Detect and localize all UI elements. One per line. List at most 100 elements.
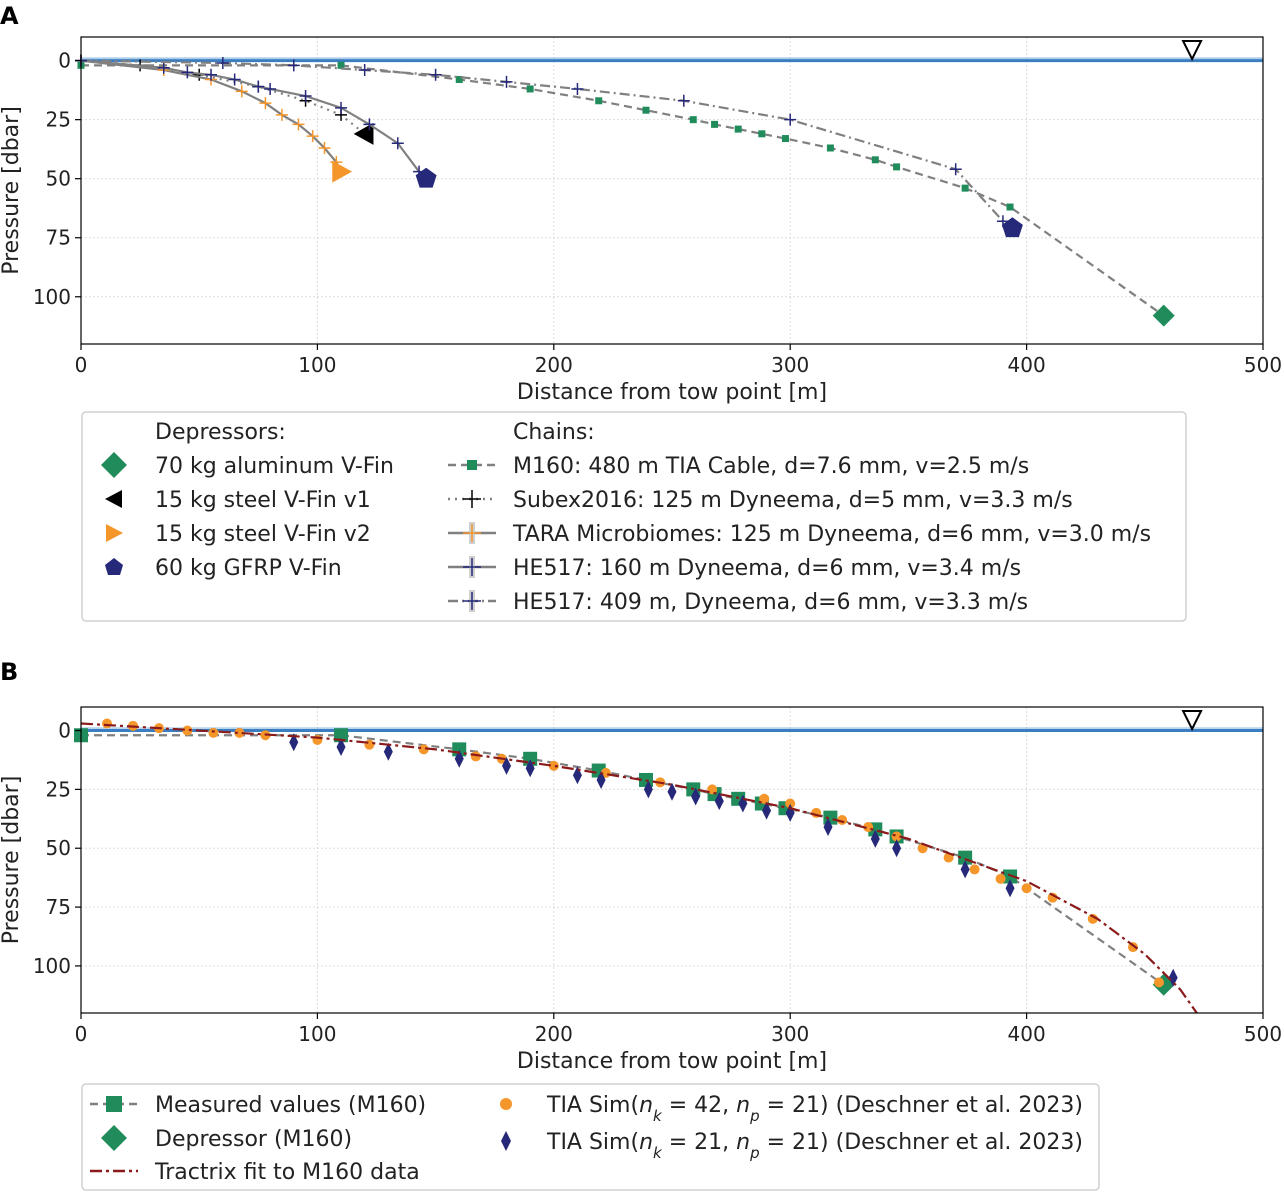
legend-b-frame bbox=[81, 1083, 1100, 1191]
panel-b-plot: 0 100 200 300 400 500 0 25 50 75 100 Distance from … bbox=[0, 706, 1282, 1074]
legend-a-chain-5: HE517: 409 m, Dyneema, d=6 mm, v=3.3 m/s bbox=[448, 590, 1028, 615]
sim-2-suffix: ) (Deschner et al. 2023) bbox=[820, 1130, 1083, 1155]
data-point bbox=[208, 727, 219, 738]
data-point bbox=[182, 725, 193, 736]
depressor-marker bbox=[353, 122, 374, 145]
series-line bbox=[80, 59, 1014, 230]
data-point bbox=[1006, 203, 1014, 211]
data-point bbox=[216, 56, 229, 69]
legend-a-chain-3: TARA Microbiomes: 125 m Dyneema, d=6 mm,… bbox=[448, 522, 1151, 547]
data-point bbox=[781, 135, 789, 143]
legend-plus-marker bbox=[463, 558, 481, 576]
data-point bbox=[289, 733, 299, 752]
data-point bbox=[784, 113, 797, 126]
data-point bbox=[758, 130, 766, 138]
data-point bbox=[689, 116, 697, 124]
sim-1-suffix: ) (Deschner et al. 2023) bbox=[820, 1093, 1083, 1118]
data-point bbox=[358, 64, 371, 77]
series-line bbox=[80, 59, 366, 135]
x-tick-label: 400 bbox=[1008, 1022, 1046, 1046]
data-point bbox=[1021, 883, 1032, 894]
series-3 bbox=[289, 733, 1178, 987]
legend-pentagon-marker bbox=[105, 558, 123, 575]
data-point bbox=[837, 814, 848, 825]
legend-b-sim-1-label: TIA Sim(nk = 42, np = 21) (Deschner et a… bbox=[546, 1093, 1083, 1125]
panel-a-plot: 0 100 200 300 400 500 0 25 50 75 100 Distance from … bbox=[0, 36, 1282, 405]
sim-2-nk-sub: k bbox=[653, 1144, 663, 1162]
x-tick-label: 500 bbox=[1244, 353, 1282, 377]
data-point bbox=[526, 85, 534, 93]
legend-diamond-marker bbox=[101, 1125, 127, 1151]
sim-2-eq2: = bbox=[760, 1130, 792, 1155]
sim-2-eq1: = bbox=[662, 1130, 694, 1155]
legend-a-depressor-3: 15 kg steel V-Fin v2 bbox=[106, 522, 371, 547]
data-point bbox=[870, 829, 880, 848]
legend-b-entry-3: Tractrix fit to M160 data bbox=[90, 1160, 420, 1185]
legend-a-chain-5-label: HE517: 409 m, Dyneema, d=6 mm, v=3.3 m/s bbox=[513, 590, 1028, 615]
y-tick-label: 0 bbox=[58, 719, 71, 743]
data-point bbox=[891, 831, 902, 842]
legend-a-chain-3-label: TARA Microbiomes: 125 m Dyneema, d=6 mm,… bbox=[512, 522, 1151, 547]
legend-a-depressors-title: Depressors: bbox=[155, 420, 286, 445]
y-axis-label: Pressure [dbar] bbox=[0, 106, 24, 275]
legend-a-depressor-1-label: 70 kg aluminum V-Fin bbox=[155, 454, 394, 479]
data-point bbox=[335, 101, 348, 114]
data-point bbox=[181, 66, 194, 79]
data-point bbox=[318, 141, 331, 154]
data-point bbox=[642, 106, 650, 114]
data-point bbox=[1087, 913, 1098, 924]
y-tick-label: 50 bbox=[46, 167, 71, 191]
sim-2-np-symbol: n bbox=[736, 1130, 750, 1155]
legend-b-entry-2-label: Depressor (M160) bbox=[155, 1127, 352, 1152]
data-point bbox=[762, 801, 772, 820]
sim-1-comma: , bbox=[722, 1093, 736, 1118]
x-tick-label: 400 bbox=[1008, 353, 1046, 377]
data-point bbox=[960, 860, 970, 879]
data-point bbox=[235, 85, 248, 98]
axes-frame bbox=[80, 706, 1264, 1014]
data-point bbox=[1168, 968, 1178, 987]
data-point bbox=[336, 738, 346, 757]
data-point bbox=[455, 76, 463, 84]
depressor-marker bbox=[415, 167, 437, 188]
data-point bbox=[893, 163, 901, 171]
data-point bbox=[337, 61, 345, 69]
legend-a-chains-title: Chains: bbox=[513, 420, 595, 445]
data-point bbox=[299, 90, 312, 103]
x-axis-label: Distance from tow point [m] bbox=[517, 1049, 827, 1074]
data-point bbox=[677, 94, 690, 107]
depressor-marker bbox=[1001, 217, 1023, 238]
x-tick-label: 300 bbox=[771, 353, 809, 377]
series-1 bbox=[77, 61, 1175, 327]
sim-2-nk-value: 21 bbox=[694, 1130, 722, 1155]
data-point bbox=[734, 125, 742, 133]
legend-a-chain-1-label: M160: 480 m TIA Cable, d=7.6 mm, v=2.5 m… bbox=[513, 454, 1029, 479]
data-point bbox=[572, 766, 582, 785]
data-point bbox=[823, 818, 833, 837]
legend-a: Depressors: Chains: 70 kg aluminum V-Fin… bbox=[81, 411, 1187, 622]
y-tick-label: 75 bbox=[46, 226, 71, 250]
data-point bbox=[969, 864, 980, 875]
depressor-marker bbox=[332, 160, 353, 183]
data-point bbox=[259, 97, 272, 110]
legend-a-depressor-2-label: 15 kg steel V-Fin v1 bbox=[155, 488, 371, 513]
sim-2-nk-symbol: n bbox=[639, 1130, 653, 1155]
legend-a-depressor-2: 15 kg steel V-Fin v1 bbox=[105, 488, 371, 513]
legend-a-chain-1: M160: 480 m TIA Cable, d=7.6 mm, v=2.5 m… bbox=[448, 454, 1029, 479]
data-point bbox=[502, 756, 512, 775]
data-point bbox=[596, 770, 606, 789]
sim-1-nk-value: 42 bbox=[694, 1093, 722, 1118]
legend-a-chain-4-label: HE517: 160 m Dyneema, d=6 mm, v=3.4 m/s bbox=[513, 556, 1021, 581]
data-point bbox=[595, 97, 603, 105]
legend-a-depressor-3-label: 15 kg steel V-Fin v2 bbox=[155, 522, 371, 547]
sim-1-eq2: = bbox=[760, 1093, 792, 1118]
legend-a-chain-2-label: Subex2016: 125 m Dyneema, d=5 mm, v=3.3 … bbox=[513, 488, 1073, 513]
data-point bbox=[707, 784, 718, 795]
data-point bbox=[759, 793, 770, 804]
legend-b-sim-1: TIA Sim(nk = 42, np = 21) (Deschner et a… bbox=[500, 1093, 1083, 1125]
legend-plus-marker bbox=[463, 524, 481, 542]
legend-a-depressor-4: 60 kg GFRP V-Fin bbox=[105, 556, 342, 581]
legend-a-frame bbox=[81, 411, 1187, 622]
data-point bbox=[949, 163, 962, 176]
